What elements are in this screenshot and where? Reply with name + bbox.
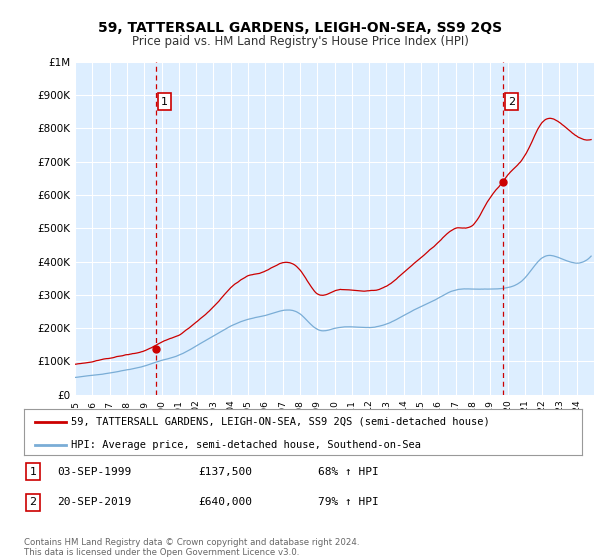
Text: 2: 2 — [508, 96, 515, 106]
Text: HPI: Average price, semi-detached house, Southend-on-Sea: HPI: Average price, semi-detached house,… — [71, 440, 421, 450]
Text: 59, TATTERSALL GARDENS, LEIGH-ON-SEA, SS9 2QS: 59, TATTERSALL GARDENS, LEIGH-ON-SEA, SS… — [98, 21, 502, 35]
Text: £640,000: £640,000 — [198, 497, 252, 507]
Text: 1: 1 — [29, 466, 37, 477]
Text: 59, TATTERSALL GARDENS, LEIGH-ON-SEA, SS9 2QS (semi-detached house): 59, TATTERSALL GARDENS, LEIGH-ON-SEA, SS… — [71, 417, 490, 427]
Text: 68% ↑ HPI: 68% ↑ HPI — [318, 466, 379, 477]
Text: £137,500: £137,500 — [198, 466, 252, 477]
Text: 1: 1 — [161, 96, 168, 106]
Text: 79% ↑ HPI: 79% ↑ HPI — [318, 497, 379, 507]
Text: 03-SEP-1999: 03-SEP-1999 — [57, 466, 131, 477]
Text: 2: 2 — [29, 497, 37, 507]
Text: Contains HM Land Registry data © Crown copyright and database right 2024.
This d: Contains HM Land Registry data © Crown c… — [24, 538, 359, 557]
Text: 20-SEP-2019: 20-SEP-2019 — [57, 497, 131, 507]
Text: Price paid vs. HM Land Registry's House Price Index (HPI): Price paid vs. HM Land Registry's House … — [131, 35, 469, 48]
